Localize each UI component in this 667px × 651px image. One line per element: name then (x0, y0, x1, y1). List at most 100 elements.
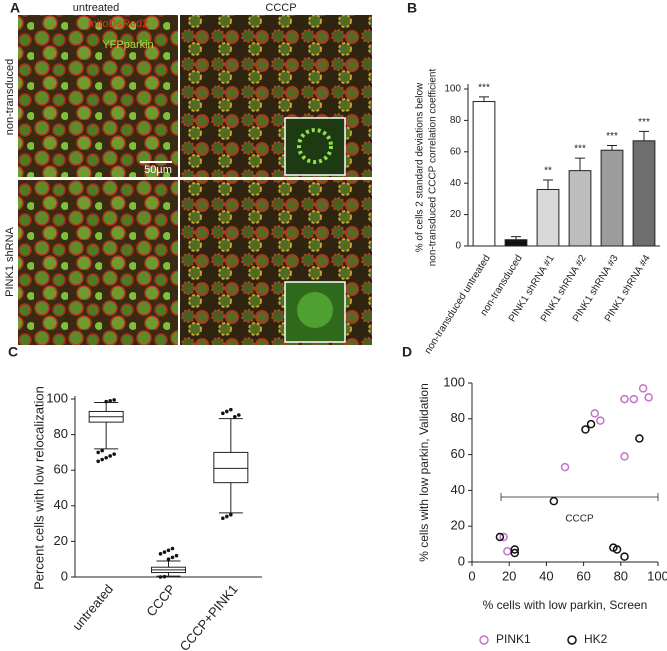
outlier (96, 450, 100, 455)
panel-letter: B (407, 0, 417, 16)
point (644, 393, 653, 402)
panel-letter: D (402, 344, 412, 360)
outlier (108, 454, 112, 458)
significance: *** (606, 131, 618, 142)
x-tick-label: 20 (502, 568, 516, 583)
whisker (218, 418, 243, 453)
significance: ** (544, 166, 552, 177)
y-tick-label: 20 (450, 209, 462, 220)
point (581, 425, 590, 434)
point (629, 394, 639, 404)
point (586, 419, 596, 429)
point (549, 496, 559, 506)
outlier (225, 409, 229, 414)
outlier (158, 552, 163, 556)
point (510, 545, 520, 554)
point (590, 409, 600, 418)
y-tick-label: 60 (54, 462, 68, 477)
y-tick-label: 0 (458, 553, 465, 568)
y-tick-label: 100 (46, 390, 68, 405)
outlier (233, 415, 237, 419)
y-tick-label: 20 (451, 518, 465, 533)
whisker (94, 402, 119, 412)
y-tick-label: 0 (61, 568, 68, 583)
axis (467, 84, 660, 247)
channel-label: mitoDsRed2 (88, 18, 149, 30)
y-axis-label: Percent cells with low relocalization (31, 386, 46, 590)
point (635, 434, 644, 443)
x-tick-label: 80 (614, 568, 628, 583)
y-tick-label: 100 (444, 84, 461, 95)
bar (632, 140, 656, 247)
box (213, 451, 249, 484)
y-tick-label: 40 (450, 178, 462, 189)
y-tick-label: 40 (451, 482, 465, 497)
legend-marker (479, 635, 489, 645)
y-tick-label: 0 (455, 241, 461, 252)
x-tick-label: 0 (468, 568, 475, 583)
point (612, 545, 622, 554)
error-bar (511, 236, 521, 240)
error-bar (607, 145, 617, 151)
legend-label: PINK1 (496, 632, 531, 646)
whisker (156, 560, 181, 568)
outlier (225, 514, 229, 519)
y-axis-label: % cells with low parkin, Validation (417, 383, 431, 562)
column-label: CCCP (265, 2, 296, 14)
y-tick-label: 60 (451, 446, 465, 461)
inset (284, 117, 346, 176)
x-axis-label: % cells with low parkin, Screen (483, 598, 648, 612)
group-label: CCCP (565, 514, 594, 525)
panel-letter: A (10, 0, 20, 16)
panel-letter: C (8, 344, 18, 360)
whisker (218, 482, 243, 514)
outlier (221, 516, 225, 521)
point (620, 452, 629, 461)
point (503, 547, 512, 556)
outlier (174, 553, 179, 558)
x-tick-label: CCCP (143, 581, 178, 619)
x-tick-label: 60 (576, 568, 590, 583)
outlier (221, 411, 225, 416)
y-tick-label: 80 (451, 410, 465, 425)
outlier (112, 452, 116, 456)
point (499, 532, 508, 542)
y-tick-label: 60 (450, 146, 462, 157)
point (620, 552, 629, 561)
y-tick-label: 80 (450, 115, 462, 126)
point (620, 394, 629, 404)
point (638, 384, 648, 393)
x-tick-label: untreated (69, 581, 116, 633)
significance: *** (574, 144, 586, 155)
outlier (166, 548, 171, 553)
inset-cell (297, 128, 333, 164)
y-tick-label: 80 (54, 426, 68, 441)
significance: *** (478, 82, 490, 93)
point (560, 462, 570, 472)
error-bar (575, 157, 585, 171)
outlier (108, 398, 112, 403)
outlier (100, 448, 104, 453)
outlier (104, 399, 108, 404)
bar (536, 188, 560, 247)
outlier (170, 555, 175, 560)
outlier (166, 557, 171, 561)
point (596, 416, 605, 425)
outlier (162, 550, 167, 554)
y-tick-label: 100 (443, 374, 465, 389)
error-bar (543, 179, 553, 190)
x-tick-label: 40 (539, 568, 553, 583)
outlier (170, 546, 175, 551)
micrograph (18, 15, 178, 177)
y-axis-label: % of cells 2 standard deviations below (415, 82, 426, 252)
point (510, 548, 520, 558)
error-bar (479, 96, 489, 102)
bar (600, 149, 624, 247)
scale-label: 50µm (144, 164, 172, 176)
outlier (96, 459, 100, 464)
outlier (112, 398, 116, 402)
significance: *** (638, 117, 650, 128)
legend-label: HK2 (584, 632, 608, 646)
legend-marker (567, 635, 577, 645)
